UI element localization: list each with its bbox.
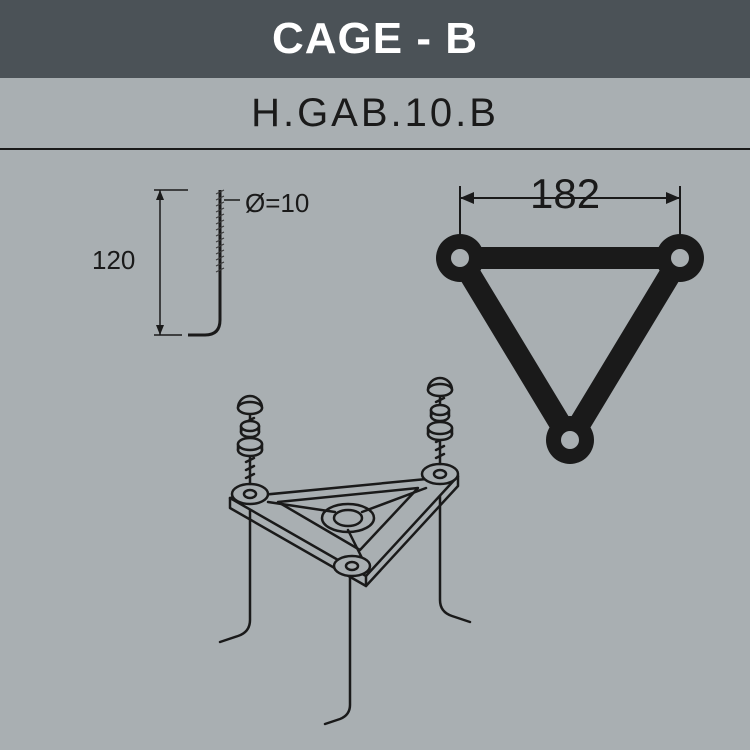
product-title: CAGE - B: [272, 14, 478, 64]
product-code: H.GAB.10.B: [251, 91, 499, 136]
subtitle-bar: H.GAB.10.B: [0, 78, 750, 150]
diagram-canvas: 120 Ø=10 182: [0, 150, 750, 750]
cage-isometric-svg: [0, 150, 750, 750]
title-bar: CAGE - B: [0, 0, 750, 78]
